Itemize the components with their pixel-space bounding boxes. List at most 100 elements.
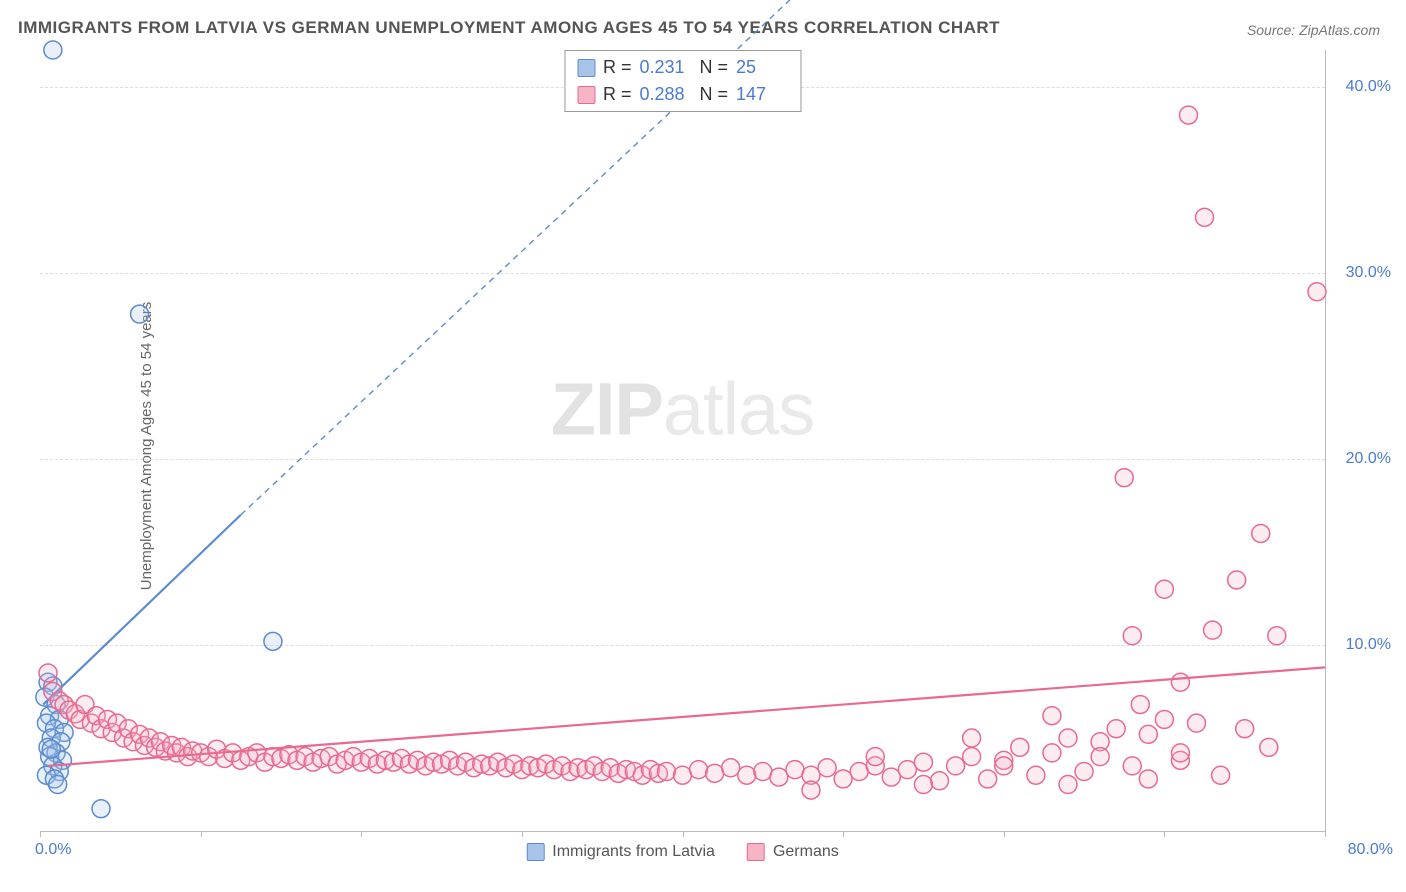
data-point [818,759,836,777]
data-point [802,781,820,799]
data-point [49,776,67,794]
data-point [722,759,740,777]
legend-swatch [747,843,765,861]
n-value: 147 [736,81,788,108]
data-point [92,800,110,818]
data-point [1212,766,1230,784]
data-point [1043,744,1061,762]
correlation-legend: R = 0.231 N = 25R = 0.288 N = 147 [564,50,801,112]
x-tick [361,831,362,837]
trend-line [48,667,1325,766]
r-value: 0.288 [640,81,692,108]
data-point [131,305,149,323]
data-point [1196,208,1214,226]
data-point [898,761,916,779]
series-legend-item: Germans [747,843,839,861]
x-tick [1325,831,1326,837]
series-name: Immigrants from Latvia [552,843,715,861]
data-point [1139,725,1157,743]
data-point [754,763,772,781]
data-point [1043,707,1061,725]
legend-swatch [577,59,595,77]
x-tick [1004,831,1005,837]
n-value: 25 [736,54,788,81]
data-point [1107,720,1125,738]
y-tick-label: 40.0% [1335,78,1391,96]
source-label: Source: [1247,22,1295,38]
data-point [1308,283,1326,301]
x-axis-max-label: 80.0% [1348,841,1393,859]
data-point [1171,744,1189,762]
data-point [882,768,900,786]
data-point [786,761,804,779]
data-point [979,770,997,788]
data-point [1155,710,1173,728]
data-point [995,757,1013,775]
data-point [1059,729,1077,747]
plot-area: ZIPatlas R =0.231N =25R =0.288N =147 0.0… [40,50,1326,832]
r-value: 0.231 [640,54,692,81]
data-point [39,664,57,682]
data-point [963,729,981,747]
x-tick [1164,831,1165,837]
legend-swatch [526,843,544,861]
data-point [1171,673,1189,691]
data-point [1179,106,1197,124]
data-point [1059,776,1077,794]
series-legend-item: Immigrants from Latvia [526,843,715,861]
data-point [674,766,692,784]
data-point [834,770,852,788]
y-tick-label: 20.0% [1335,450,1391,468]
data-point [914,753,932,771]
series-legend: Immigrants from Latvia Germans [526,843,839,861]
data-point [850,763,868,781]
data-point [1123,627,1141,645]
n-label: N = [700,54,729,81]
x-tick [40,831,41,837]
x-tick [843,831,844,837]
legend-swatch [577,86,595,104]
legend-row: R = 0.288 N = 147 [577,81,788,108]
data-point [44,41,62,59]
x-tick [201,831,202,837]
data-point [1011,738,1029,756]
data-point [770,768,788,786]
data-point [931,772,949,790]
data-point [1252,524,1270,542]
data-point [1260,738,1278,756]
chart-title: IMMIGRANTS FROM LATVIA VS GERMAN UNEMPLO… [18,18,1000,38]
x-axis-min-label: 0.0% [35,841,71,859]
data-point [963,748,981,766]
data-point [1268,627,1286,645]
data-point [657,763,675,781]
n-label: N = [700,81,729,108]
data-point [738,766,756,784]
data-point [947,757,965,775]
x-tick [522,831,523,837]
data-point [1204,621,1222,639]
source-attribution: Source: ZipAtlas.com [1247,22,1380,38]
data-point [1027,766,1045,784]
y-tick-label: 30.0% [1335,264,1391,282]
data-point [1139,770,1157,788]
data-point [264,632,282,650]
trend-line [43,515,241,705]
data-point [42,740,60,758]
x-tick [683,831,684,837]
data-point [914,776,932,794]
data-point [1228,571,1246,589]
data-point [690,761,708,779]
legend-row: R =0.231N =25 [577,54,788,81]
data-point [1075,763,1093,781]
data-point [1236,720,1254,738]
data-point [1123,757,1141,775]
scatter-svg [40,50,1325,831]
data-point [866,748,884,766]
data-point [1155,580,1173,598]
data-point [706,764,724,782]
data-point [1188,714,1206,732]
r-label: R = [603,81,632,108]
source-value: ZipAtlas.com [1299,22,1380,38]
y-tick-label: 10.0% [1335,636,1391,654]
data-point [1131,696,1149,714]
